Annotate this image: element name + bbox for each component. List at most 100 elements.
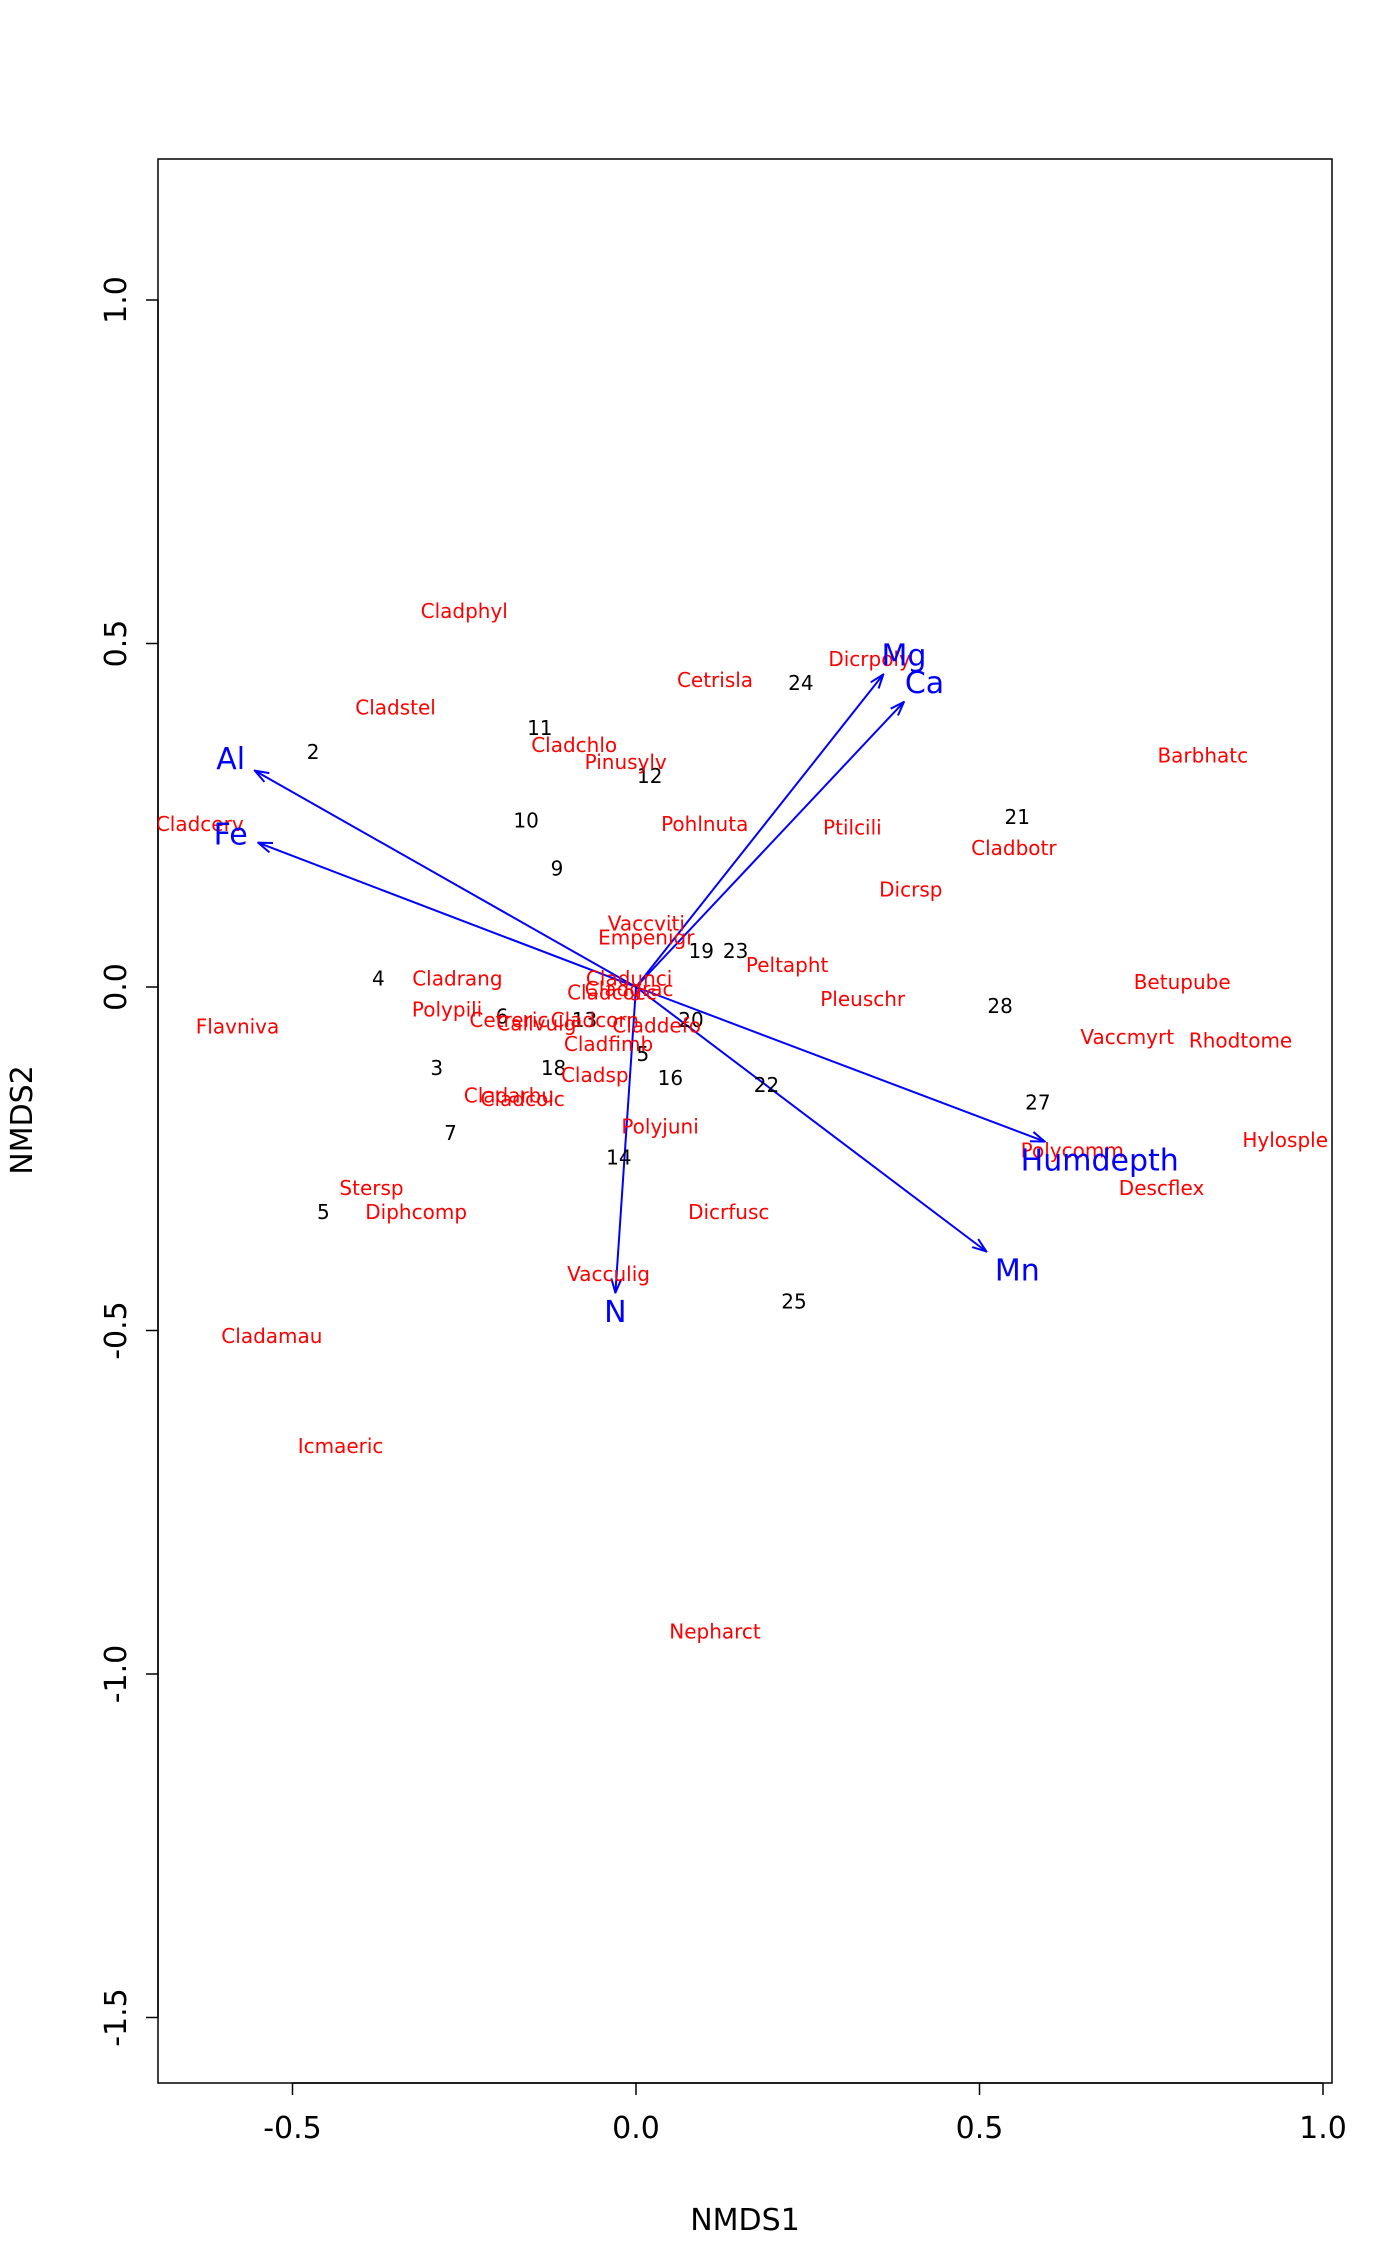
species-label: Cladamau bbox=[221, 1324, 322, 1348]
site-label: 16 bbox=[658, 1066, 683, 1090]
vector-label-n: N bbox=[604, 1295, 626, 1330]
y-tick-label: -1.0 bbox=[99, 1645, 134, 1704]
species-label: Cladcocc bbox=[567, 980, 657, 1004]
site-label: 23 bbox=[723, 939, 748, 963]
species-label: Barbhatc bbox=[1157, 743, 1248, 767]
site-label: 11 bbox=[527, 716, 552, 740]
vector-label-humdepth: Humdepth bbox=[1021, 1144, 1179, 1179]
vector-arrow-humdepth bbox=[635, 986, 1045, 1142]
y-tick-label: 1.0 bbox=[99, 276, 134, 324]
plot-frame bbox=[157, 158, 1333, 2084]
species-label: Cladbotr bbox=[971, 836, 1057, 860]
site-label: 4 bbox=[372, 967, 385, 991]
y-axis: -1.5 -1.0 -0.5 0.0 0.5 1.0 bbox=[99, 276, 159, 2047]
species-label: Empenigr bbox=[598, 925, 695, 949]
species-label: Hylosple bbox=[1242, 1128, 1328, 1152]
vector-arrow-mg bbox=[635, 674, 883, 988]
x-axis: -0.5 0.0 0.5 1.0 bbox=[263, 2082, 1347, 2146]
site-label: 18 bbox=[541, 1056, 566, 1080]
species-label: Pleuschr bbox=[820, 987, 906, 1011]
species-label: Polycomm bbox=[1021, 1138, 1124, 1162]
species-label: Cladcorn bbox=[551, 1008, 639, 1032]
species-label: Cladcoic bbox=[481, 1087, 565, 1111]
site-label: 6 bbox=[496, 1004, 509, 1028]
x-axis-label: NMDS1 bbox=[690, 2203, 800, 2238]
species-label: Cladchlo bbox=[531, 733, 617, 757]
species-label: Callvulg bbox=[496, 1011, 576, 1035]
species-label: Cetrisla bbox=[677, 668, 753, 692]
species-label: Vaccmyrt bbox=[1080, 1025, 1174, 1049]
x-tick-label: 0.0 bbox=[612, 2111, 660, 2146]
species-label: Cladfimb bbox=[564, 1032, 653, 1056]
species-label: Descflex bbox=[1119, 1176, 1205, 1200]
vector-label-fe: Fe bbox=[214, 817, 248, 852]
site-label: 10 bbox=[513, 809, 538, 833]
site-label: 21 bbox=[1005, 805, 1030, 829]
vector-arrow-n bbox=[615, 986, 637, 1293]
species-label: Cladstel bbox=[355, 695, 436, 719]
species-label: Icmaeric bbox=[298, 1434, 384, 1458]
species-label: Pohlnuta bbox=[661, 812, 748, 836]
plot-area: 2345567910111213141618192021222324252728… bbox=[156, 599, 1328, 1643]
species-label: Cetreric bbox=[469, 1008, 548, 1032]
site-label: 7 bbox=[444, 1121, 457, 1145]
site-label: 5 bbox=[317, 1200, 330, 1224]
species-label: Dicrsp bbox=[879, 877, 942, 901]
x-tick-label: 1.0 bbox=[1299, 2111, 1347, 2146]
y-tick-label: -0.5 bbox=[99, 1301, 134, 1360]
species-label: Ptilcili bbox=[823, 815, 882, 839]
species-label: Cladsp bbox=[561, 1063, 629, 1087]
vector-label-mg: Mg bbox=[881, 639, 926, 674]
vector-label-mn: Mn bbox=[995, 1254, 1040, 1289]
site-label: 27 bbox=[1025, 1090, 1050, 1114]
y-tick-label: 0.0 bbox=[99, 963, 134, 1011]
species-label: Peltapht bbox=[746, 953, 829, 977]
site-label: 5 bbox=[637, 1042, 650, 1066]
species-label: Cladcerv bbox=[156, 812, 244, 836]
vector-label-al: Al bbox=[216, 742, 245, 777]
species-label: Rhodtome bbox=[1189, 1028, 1292, 1052]
site-label: 9 bbox=[551, 857, 564, 881]
site-label: 14 bbox=[606, 1145, 631, 1169]
vector-arrow-fe bbox=[258, 843, 637, 988]
species-label: Cladrang bbox=[412, 967, 502, 991]
y-axis-label: NMDS2 bbox=[5, 1065, 40, 1175]
vector-arrow-mn bbox=[635, 986, 986, 1251]
species-label: Cladarbu bbox=[464, 1083, 554, 1107]
species-label: Cladunci bbox=[586, 967, 672, 991]
site-label: 19 bbox=[689, 939, 714, 963]
environment-vectors bbox=[255, 674, 1045, 1292]
species-label: Diphcomp bbox=[365, 1200, 467, 1224]
species-label: Flavniva bbox=[196, 1015, 279, 1039]
species-label: Vaccviti bbox=[608, 912, 685, 936]
y-tick-label: 0.5 bbox=[99, 620, 134, 668]
species-label: Betupube bbox=[1134, 970, 1231, 994]
species-label: Dicrpoly bbox=[828, 647, 911, 671]
species-label: Claddefo bbox=[612, 1013, 701, 1037]
species-label: Polypili bbox=[412, 998, 482, 1022]
site-label: 20 bbox=[678, 1008, 703, 1032]
site-label: 2 bbox=[307, 740, 320, 764]
site-label: 28 bbox=[987, 994, 1012, 1018]
site-label: 25 bbox=[781, 1290, 806, 1314]
species-label: Stersp bbox=[339, 1176, 403, 1200]
vector-arrow-al bbox=[255, 771, 637, 988]
species-label: Cladgrac bbox=[585, 977, 674, 1001]
y-tick-label: -1.5 bbox=[99, 1988, 134, 2047]
x-tick-label: -0.5 bbox=[263, 2111, 322, 2146]
species-label: Cladphyl bbox=[421, 599, 508, 623]
site-label: 3 bbox=[430, 1056, 443, 1080]
vector-label-ca: Ca bbox=[905, 666, 944, 701]
species-label: Pinusylv bbox=[585, 750, 667, 774]
species-label: Polyjuni bbox=[621, 1114, 698, 1138]
site-label: 24 bbox=[788, 671, 813, 695]
vector-arrow-ca bbox=[635, 702, 904, 988]
species-label: Dicrfusc bbox=[688, 1200, 769, 1224]
x-tick-label: 0.5 bbox=[956, 2111, 1004, 2146]
site-label: 13 bbox=[572, 1008, 597, 1032]
species-label: Nepharct bbox=[669, 1619, 761, 1643]
